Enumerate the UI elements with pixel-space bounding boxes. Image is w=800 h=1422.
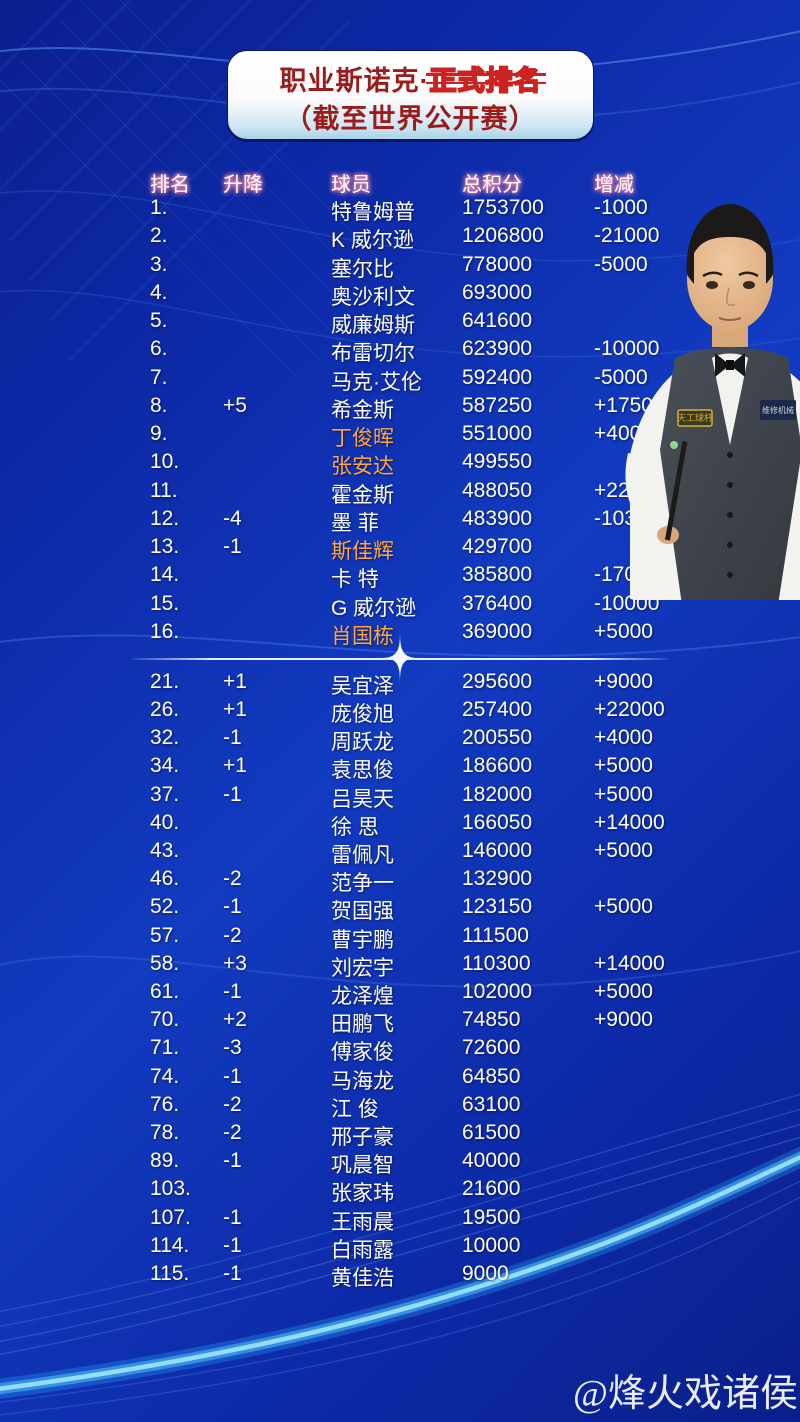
svg-text:天工球杆: 天工球杆 xyxy=(677,412,713,423)
svg-text:维修机械: 维修机械 xyxy=(762,405,794,415)
